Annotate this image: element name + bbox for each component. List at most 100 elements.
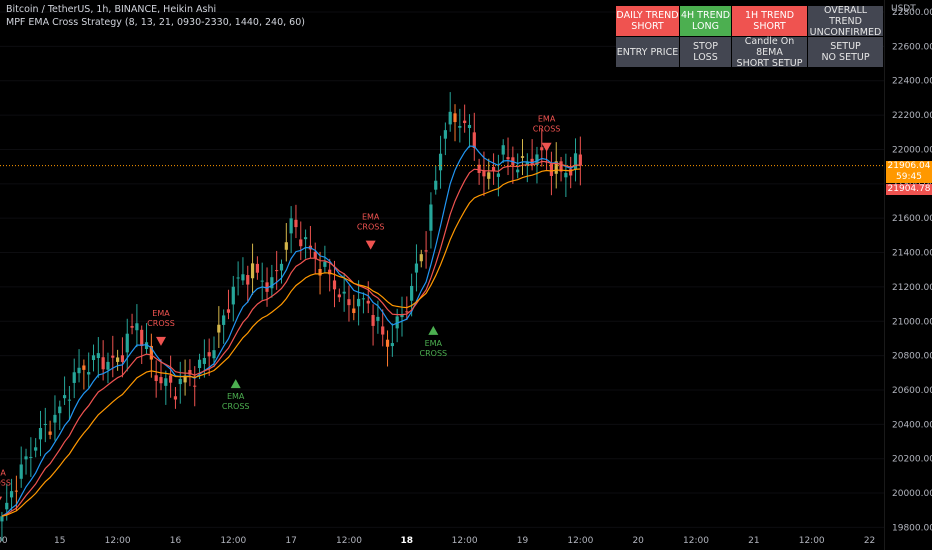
candle-body [67,399,72,401]
candle-body [255,263,259,273]
candle-body [299,239,303,247]
signal-label: EMA [227,392,245,401]
candle-body [226,309,231,313]
candle-body [477,164,481,173]
ema-cross-signals: EMACROSSEMACROSSEMACROSSEMACROSSEMACROSS… [0,115,561,501]
overall-trend-cell: OVERALL TREND UNCONFIRMED [808,4,883,38]
time-tick-label: 12:00 [567,536,593,546]
candle-body [135,323,139,331]
1h-trend-cell: 1H TREND SHORT [732,6,807,36]
price-tick-label: 21400.00 [892,249,932,259]
candle-body [323,261,327,267]
candle-body [250,263,255,279]
candle-body [371,315,375,326]
candle-body [342,291,346,294]
candle-body [130,326,134,328]
signal-label: CROSS [222,402,250,411]
candle-body [87,372,91,375]
long-signal-marker [230,379,241,389]
candle-body [217,324,221,333]
signal-label: CROSS [533,125,561,134]
candle-body [496,173,500,177]
candle-body [101,357,105,370]
candle-body [525,162,529,165]
candle-body [294,219,298,228]
price-tick-label: 22000.00 [892,145,932,155]
candle-body [212,350,216,359]
candle-body [516,169,520,173]
candle-body [337,294,341,298]
price-tick-label: 21200.00 [892,283,932,293]
candle-body [318,268,322,276]
candle-body [573,153,578,170]
time-tick-label: 22 [864,536,875,546]
candle-body [487,172,491,179]
time-tick-label: 12:00 [683,536,709,546]
time-tick-label: 12:00 [220,536,246,546]
candle-body [270,277,274,289]
candle-body [472,132,476,149]
price-axis: 19800.00 20000.00 20200.00 20400.00 20600.00… [884,0,932,550]
indicator-title[interactable]: MPF EMA Cross Strategy (8, 13, 21, 0930-… [6,17,305,28]
candle-body [424,250,428,252]
candle-body [154,375,158,382]
time-tick-label: 12:00 [336,536,362,546]
ema-21-line [1,168,581,517]
trend-status-panel: DAILY TREND SHORT 4H TREND LONG 1H TREND… [616,4,883,69]
candle-body [207,352,211,357]
candle-body [467,124,472,129]
second-price-value: 21904.78 [887,183,931,194]
candle-body [405,311,409,313]
time-tick-label: 17 [285,536,296,546]
price-tick-label: 22800.00 [892,8,932,18]
signal-label: CROSS [420,349,448,358]
candle-body [390,343,394,347]
candle-body [19,464,23,479]
price-tick-label: 22200.00 [892,111,932,121]
candle-body [453,113,457,123]
candle-body [414,263,419,273]
signal-label: CROSS [0,479,11,488]
price-tick-label: 21000.00 [892,317,932,327]
candle-body [5,502,9,510]
time-tick-label: 00 [0,536,8,546]
time-tick-label: 21 [748,536,759,546]
candle-on-ema-cell: Candle On 8EMA SHORT SETUP [732,36,807,69]
candle-body [429,204,433,231]
price-axis-unit: USDT [891,4,916,14]
last-price-tag: 21906.04 59:45 [886,160,932,183]
candle-body [202,358,206,364]
candle-body [559,161,563,172]
time-tick-label: 19 [517,536,529,546]
candle-body [328,269,332,275]
candle-body [236,277,240,279]
candle-body [24,456,28,460]
chart-legend: Bitcoin / TetherUS, 1h, BINANCE, Heikin … [6,3,305,29]
candle-body [183,375,187,383]
candle-body [14,490,18,492]
candle-body [284,242,288,250]
candle-body [48,431,52,435]
stop-loss-cell: STOP LOSS [680,37,731,67]
candle-body [400,314,404,318]
candle-body [357,298,361,307]
candle-body [361,298,366,300]
candle-body [116,357,120,362]
candle-body [376,316,380,321]
candle-body [385,339,390,347]
candle-body [303,237,308,240]
second-price-tag: 21904.78 [886,183,932,195]
candle-body [140,329,144,347]
signal-label: EMA [362,213,380,222]
candle-body [9,491,14,498]
price-tick-label: 20200.00 [892,455,932,465]
time-tick-label: 12:00 [799,536,825,546]
time-tick-label: 20 [632,536,644,546]
candle-body [197,359,202,369]
ema-8-line [1,145,581,517]
candle-body [72,372,76,383]
candle-body [381,326,385,335]
candle-body [178,378,182,385]
symbol-title[interactable]: Bitcoin / TetherUS, 1h, BINANCE, Heikin … [6,4,217,15]
